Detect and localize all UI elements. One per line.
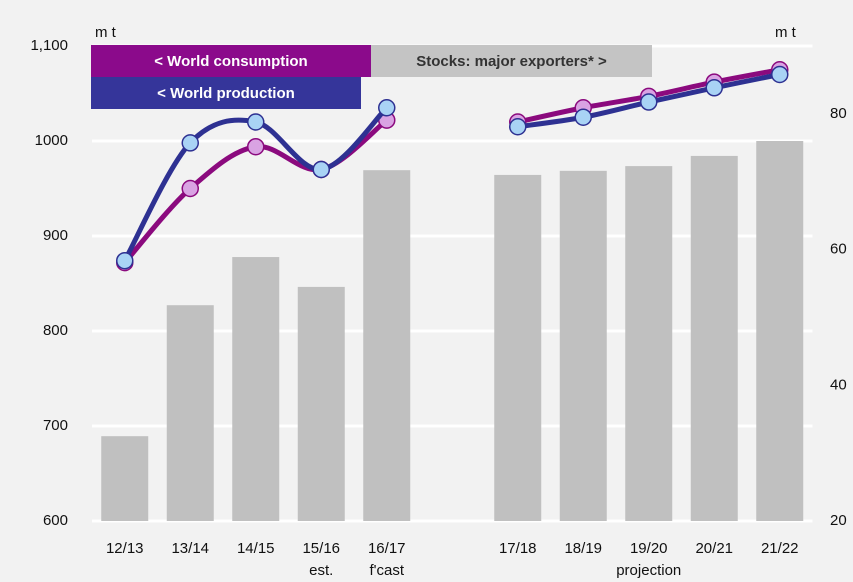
bar: [232, 257, 280, 521]
y-tick-label: 800: [43, 322, 68, 339]
bar: [297, 286, 345, 521]
marker: [640, 93, 658, 111]
x-tick-label: 20/21: [695, 540, 733, 557]
marker: [312, 160, 330, 179]
legend-label: Stocks: major exporters* >: [416, 53, 607, 70]
x-tick-label: 18/19: [564, 540, 602, 557]
bar: [363, 170, 411, 521]
legend-box: [371, 45, 652, 77]
legend-box: [91, 45, 371, 77]
legend-box: [91, 77, 361, 109]
x-tick-label: 12/13: [106, 540, 144, 557]
legend-label: < World consumption: [154, 53, 307, 70]
y-unit: m t: [95, 24, 117, 41]
marker: [247, 137, 265, 156]
bar: [101, 436, 149, 521]
x-tick-label: 16/17: [368, 540, 406, 557]
y2-tick-label: 20: [830, 512, 847, 529]
x-tick-label: 13/14: [171, 540, 209, 557]
bar: [166, 305, 214, 521]
bar: [625, 166, 673, 521]
marker: [247, 113, 265, 131]
y2-tick-label: 80: [830, 105, 847, 122]
marker: [181, 134, 199, 152]
y-tick-label: 900: [43, 227, 68, 244]
x-tick-label: 21/22: [761, 540, 799, 557]
y2-unit: m t: [775, 24, 797, 41]
x-sublabel: est.: [309, 562, 333, 579]
marker: [574, 108, 592, 126]
marker: [705, 79, 723, 97]
marker: [509, 118, 527, 136]
y2-tick-label: 60: [830, 241, 847, 258]
y-tick-label: 1,100: [30, 37, 68, 54]
y-tick-label: 700: [43, 417, 68, 434]
x-sublabel: f'cast: [369, 562, 404, 579]
y-tick-label: 1000: [35, 132, 68, 149]
bar: [559, 170, 607, 521]
x-tick-label: 14/15: [237, 540, 275, 557]
marker: [116, 251, 134, 270]
y-tick-label: 600: [43, 512, 68, 529]
bar: [690, 155, 738, 521]
bar: [494, 174, 542, 521]
bar: [756, 141, 804, 521]
marker: [771, 65, 789, 84]
marker: [378, 99, 396, 117]
x-tick-label: 15/16: [302, 540, 340, 557]
x-tick-label: 17/18: [499, 540, 537, 557]
y2-tick-label: 40: [830, 376, 847, 393]
x-sublabel: projection: [616, 562, 681, 579]
x-tick-label: 19/20: [630, 540, 668, 557]
legend-label: < World production: [157, 85, 295, 102]
marker: [181, 179, 199, 198]
